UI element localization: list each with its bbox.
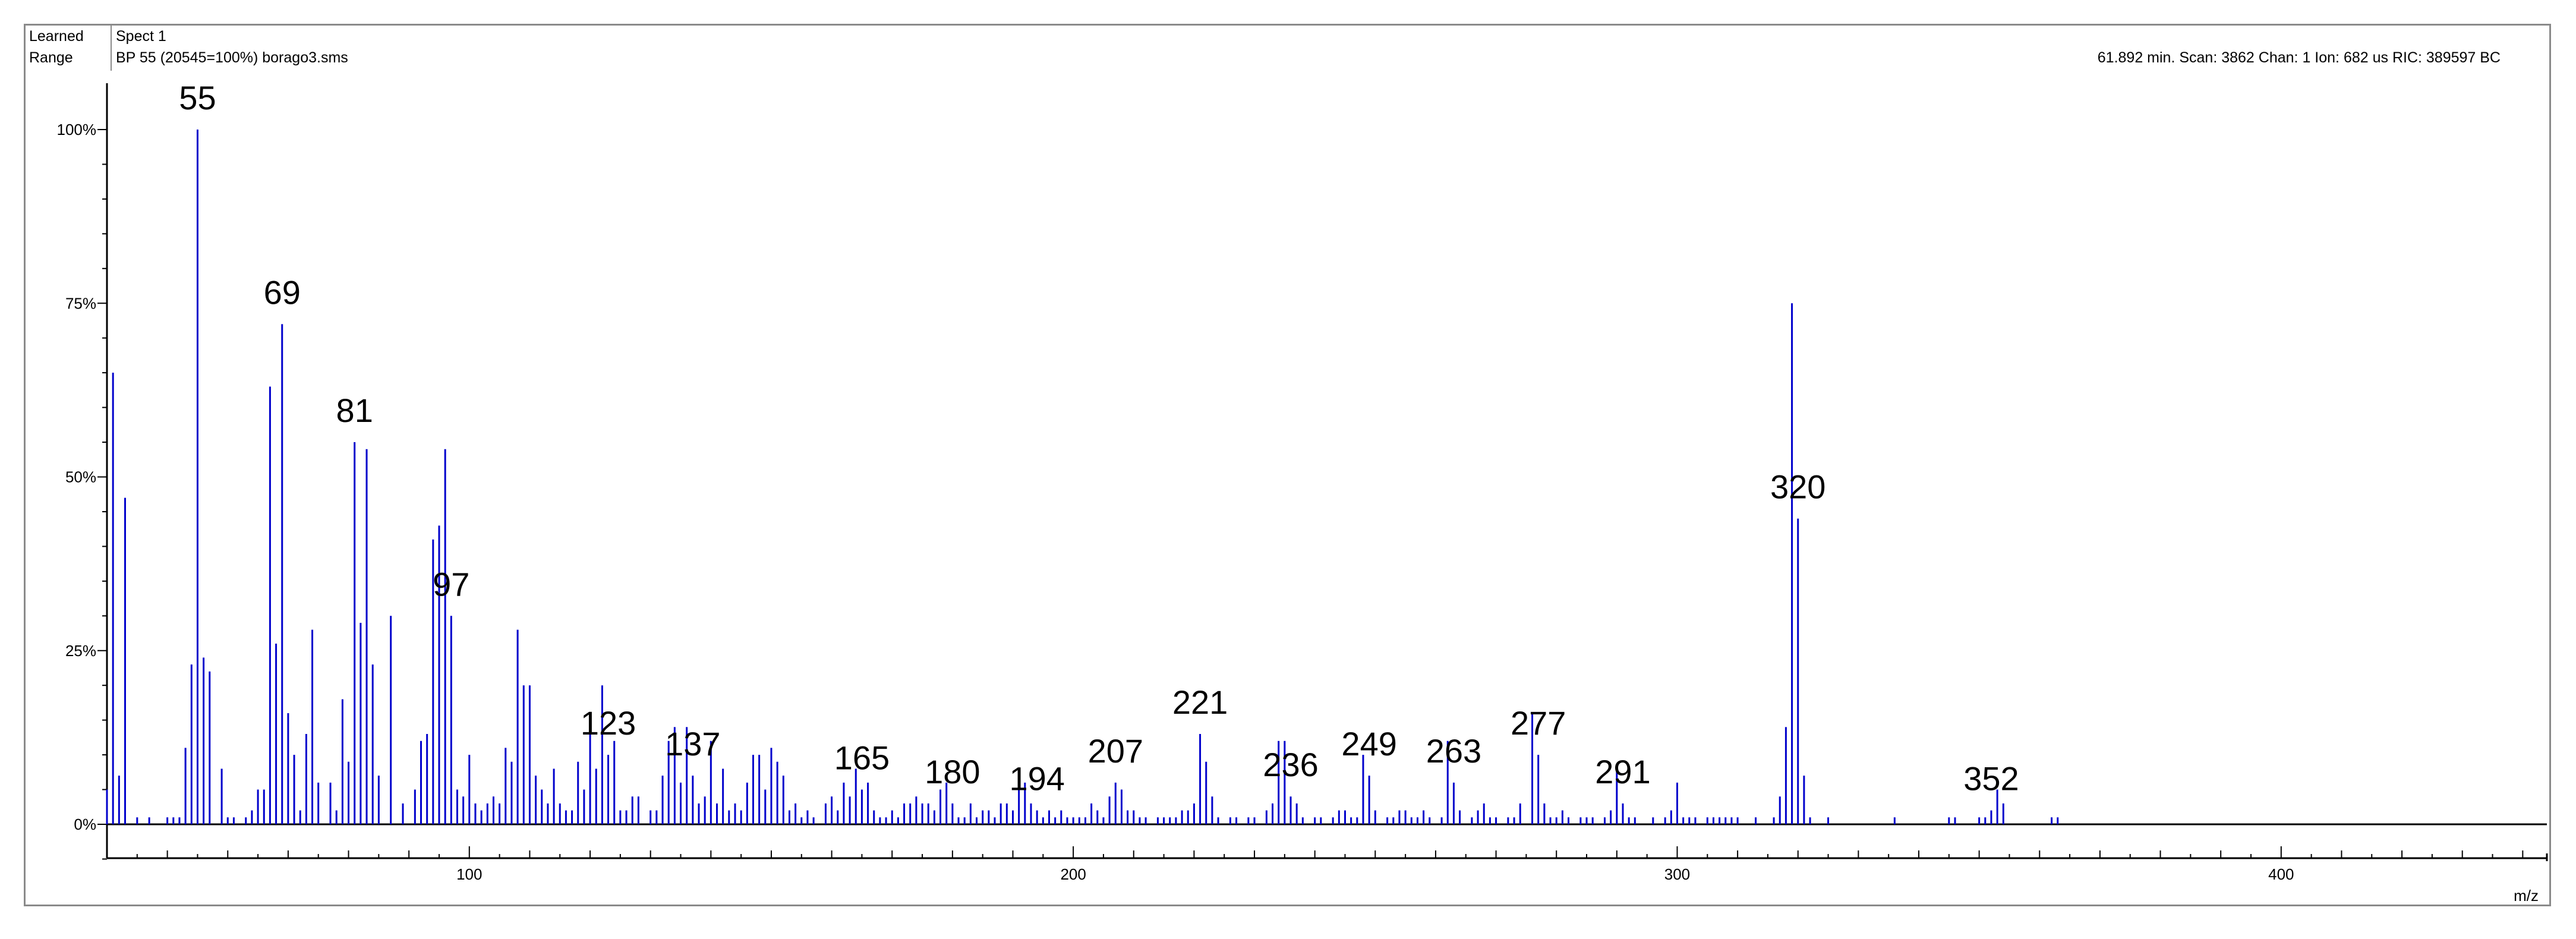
- peak-label: 123: [581, 704, 636, 742]
- header-divider: [111, 26, 112, 71]
- y-tick-label: 0%: [74, 815, 96, 833]
- peak-label: 194: [1009, 760, 1064, 798]
- peak-label: 352: [1963, 760, 2019, 798]
- y-tick-label: 25%: [65, 642, 96, 660]
- peak-label: 55: [179, 79, 216, 116]
- x-tick-label: 400: [2268, 865, 2294, 883]
- peak-label: 263: [1426, 732, 1481, 770]
- learned-label: Learned: [29, 28, 84, 45]
- peak-label: 291: [1595, 753, 1650, 790]
- peak-label: 137: [665, 725, 720, 762]
- peak-label: 207: [1088, 732, 1143, 770]
- y-tick-label: 50%: [65, 468, 96, 486]
- peak-label: 236: [1263, 746, 1318, 783]
- peak-label: 97: [433, 565, 469, 603]
- x-tick-label: 100: [456, 865, 482, 883]
- base-peak-info: BP 55 (20545=100%) borago3.sms: [116, 49, 348, 66]
- spectrum-window: Learned Range Spect 1 BP 55 (20545=100%)…: [24, 24, 2551, 906]
- scan-info: 61.892 min. Scan: 3862 Chan: 1 Ion: 682 …: [2097, 49, 2501, 66]
- peak-label: 249: [1341, 725, 1396, 762]
- peak-label: 221: [1172, 683, 1228, 721]
- peak-label: 277: [1511, 704, 1566, 742]
- mass-spectrum-chart: 0% 25% 50% 75% 100% 100 200 300 400 m/z 55 69 81 97 12…: [57, 79, 2548, 905]
- x-tick-label: 200: [1060, 865, 1086, 883]
- peak-label: 180: [925, 753, 980, 790]
- x-axis-label: m/z: [2514, 887, 2539, 905]
- y-tick-label: 75%: [65, 294, 96, 312]
- y-tick-label: 100%: [57, 121, 97, 138]
- peak-label: 165: [834, 739, 890, 777]
- peak-label: 320: [1770, 468, 1825, 506]
- peak-label: 69: [264, 273, 301, 311]
- spectrum-name: Spect 1: [116, 28, 166, 45]
- peak-label: 81: [336, 392, 373, 429]
- x-tick-label: 300: [1664, 865, 1690, 883]
- range-label: Range: [29, 49, 73, 66]
